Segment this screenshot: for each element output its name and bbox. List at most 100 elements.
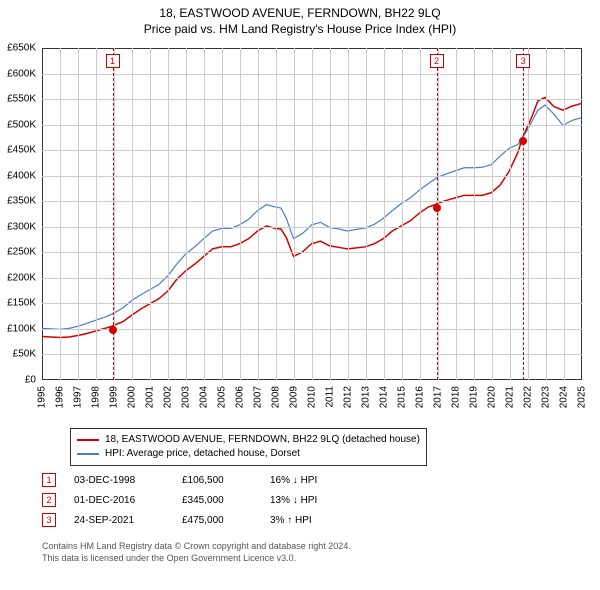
gridline-v: [276, 48, 277, 380]
transaction-diff: 16% ↓ HPI: [270, 475, 350, 486]
transaction-date: 24-SEP-2021: [74, 515, 164, 526]
x-tick-label: 2020: [487, 386, 498, 408]
transaction-diff: 13% ↓ HPI: [270, 495, 350, 506]
gridline-v: [240, 48, 241, 380]
y-tick-label: £400K: [0, 170, 36, 181]
sale-marker-box: 3: [516, 54, 530, 68]
x-tick-label: 2005: [217, 386, 228, 408]
x-tick-label: 2014: [379, 386, 390, 408]
x-tick-label: 2013: [361, 386, 372, 408]
x-tick-label: 2004: [199, 386, 210, 408]
y-tick-label: £450K: [0, 145, 36, 156]
transaction-row: 324-SEP-2021£475,0003% ↑ HPI: [42, 510, 350, 530]
legend-row: HPI: Average price, detached house, Dors…: [77, 447, 420, 461]
transactions-table: 1 03-DEC-1998 £106,500 16% ↓ HPI 2 01-DEC-201…: [42, 470, 350, 530]
x-tick-label: 2003: [181, 386, 192, 408]
gridline-v: [258, 48, 259, 380]
sale-marker-box: 2: [430, 54, 444, 68]
sale-point: [433, 204, 441, 212]
x-tick-label: 2022: [523, 386, 534, 408]
x-tick-label: 2001: [145, 386, 156, 408]
gridline-v: [528, 48, 529, 380]
footnote-line2: This data is licensed under the Open Gov…: [42, 552, 351, 564]
sale-marker-line: [437, 48, 438, 380]
footnote: Contains HM Land Registry data © Crown c…: [42, 540, 351, 564]
y-tick-label: £350K: [0, 196, 36, 207]
legend-swatch: [77, 453, 99, 455]
y-tick-label: £250K: [0, 247, 36, 258]
gridline-v: [474, 48, 475, 380]
x-tick-label: 2024: [559, 386, 570, 408]
x-tick-label: 2007: [253, 386, 264, 408]
x-tick-label: 2025: [577, 386, 588, 408]
x-tick-label: 2008: [271, 386, 282, 408]
sale-point: [109, 326, 117, 334]
gridline-v: [150, 48, 151, 380]
gridline-v: [330, 48, 331, 380]
y-tick-label: £650K: [0, 43, 36, 54]
x-tick-label: 1999: [109, 386, 120, 408]
x-tick-label: 2015: [397, 386, 408, 408]
x-tick-label: 1995: [37, 386, 48, 408]
transaction-index-box: 1: [42, 473, 56, 487]
transaction-row: 1 03-DEC-1998 £106,500 16% ↓ HPI: [42, 470, 350, 490]
gridline-v: [546, 48, 547, 380]
legend-label: 18, EASTWOOD AVENUE, FERNDOWN, BH22 9LQ …: [105, 433, 420, 447]
legend-label: HPI: Average price, detached house, Dors…: [105, 447, 300, 461]
x-tick-label: 2016: [415, 386, 426, 408]
x-tick-label: 2021: [505, 386, 516, 408]
gridline-v: [366, 48, 367, 380]
gridline-v: [312, 48, 313, 380]
gridline-v: [78, 48, 79, 380]
gridline-v: [186, 48, 187, 380]
gridline-v: [96, 48, 97, 380]
y-tick-label: £500K: [0, 119, 36, 130]
transaction-diff: 3% ↑ HPI: [270, 515, 350, 526]
sale-marker-box: 1: [106, 54, 120, 68]
x-tick-label: 1997: [73, 386, 84, 408]
x-tick-label: 2017: [433, 386, 444, 408]
gridline-v: [348, 48, 349, 380]
x-tick-label: 1998: [91, 386, 102, 408]
legend-row: 18, EASTWOOD AVENUE, FERNDOWN, BH22 9LQ …: [77, 433, 420, 447]
x-tick-label: 2010: [307, 386, 318, 408]
gridline-v: [402, 48, 403, 380]
y-tick-label: £50K: [0, 349, 36, 360]
transaction-index-box: 2: [42, 493, 56, 507]
x-tick-label: 2009: [289, 386, 300, 408]
gridline-v: [564, 48, 565, 380]
transaction-row: 2 01-DEC-2016 £345,000 13% ↓ HPI: [42, 490, 350, 510]
transaction-index-box: 3: [42, 513, 56, 527]
y-tick-label: £300K: [0, 221, 36, 232]
x-tick-label: 1996: [55, 386, 66, 408]
x-tick-label: 2011: [325, 386, 336, 408]
transaction-price: £345,000: [182, 495, 252, 506]
chart-container: 18, EASTWOOD AVENUE, FERNDOWN, BH22 9LQ …: [0, 0, 600, 590]
gridline-v: [420, 48, 421, 380]
x-tick-label: 2019: [469, 386, 480, 408]
gridline-v: [456, 48, 457, 380]
transaction-price: £106,500: [182, 475, 252, 486]
y-tick-label: £600K: [0, 68, 36, 79]
gridline-v: [168, 48, 169, 380]
x-tick-label: 2012: [343, 386, 354, 408]
gridline-v: [438, 48, 439, 380]
footnote-line1: Contains HM Land Registry data © Crown c…: [42, 540, 351, 552]
y-tick-label: £0: [0, 375, 36, 386]
sale-point: [519, 137, 527, 145]
sale-marker-line: [523, 48, 524, 380]
legend: 18, EASTWOOD AVENUE, FERNDOWN, BH22 9LQ …: [70, 428, 427, 466]
y-tick-label: £200K: [0, 272, 36, 283]
gridline-v: [294, 48, 295, 380]
y-tick-label: £150K: [0, 298, 36, 309]
gridline-v: [492, 48, 493, 380]
transaction-date: 01-DEC-2016: [74, 495, 164, 506]
transaction-date: 03-DEC-1998: [74, 475, 164, 486]
x-tick-label: 2006: [235, 386, 246, 408]
y-tick-label: £550K: [0, 94, 36, 105]
x-tick-label: 2002: [163, 386, 174, 408]
x-tick-label: 2023: [541, 386, 552, 408]
gridline-v: [222, 48, 223, 380]
gridline-v: [132, 48, 133, 380]
x-tick-label: 2018: [451, 386, 462, 408]
